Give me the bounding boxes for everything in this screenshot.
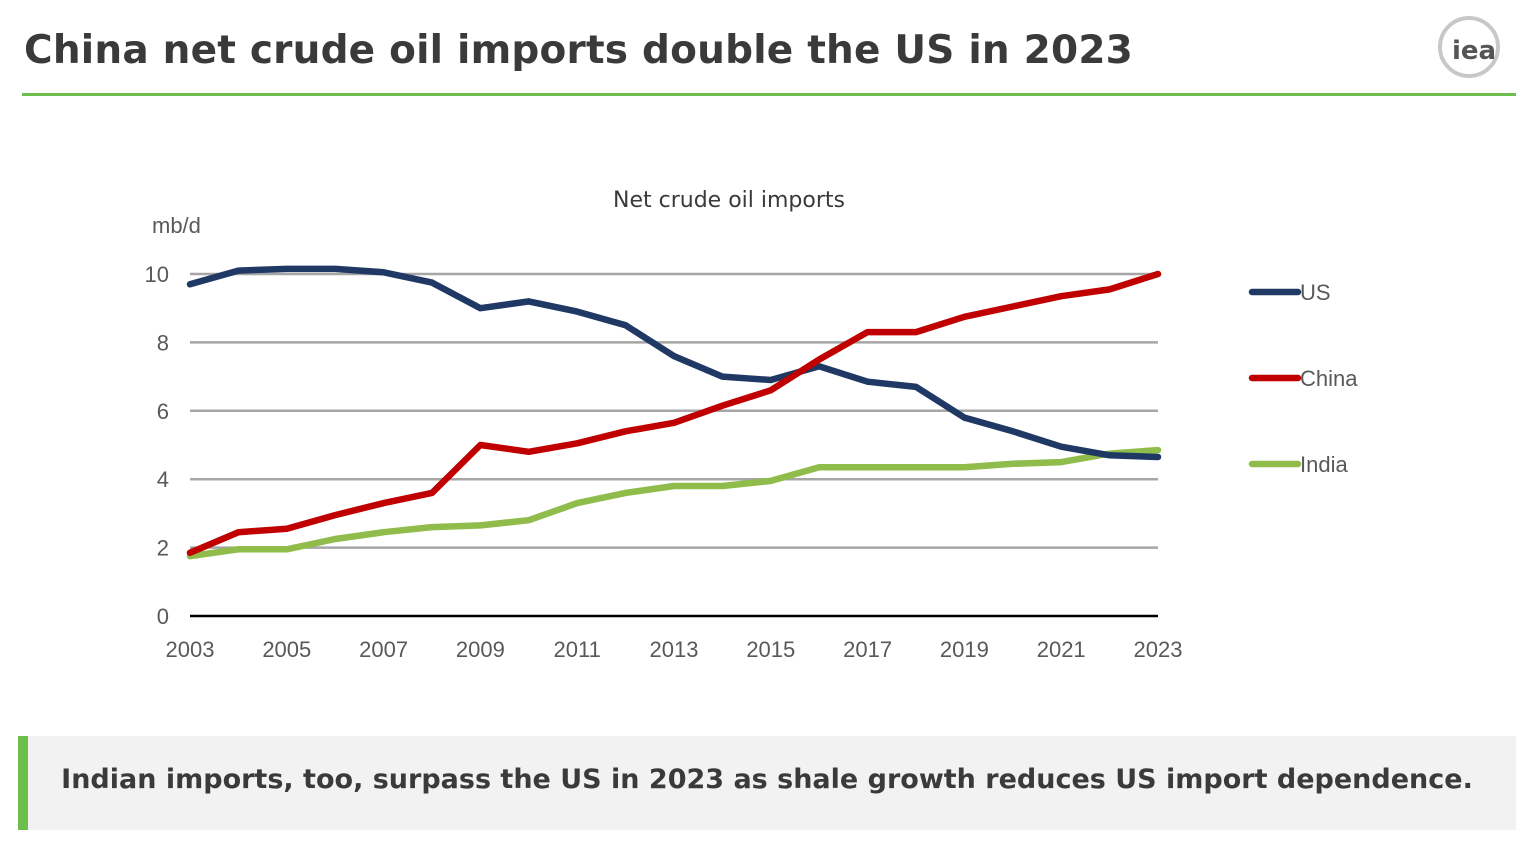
x-tick-label: 2015 (746, 637, 795, 662)
legend-label: US (1300, 280, 1331, 305)
x-tick-label: 2017 (843, 637, 892, 662)
chart-title: Net crude oil imports (613, 188, 845, 213)
x-tick-label: 2003 (166, 637, 215, 662)
y-tick-label: 6 (157, 399, 169, 424)
x-tick-label: 2013 (650, 637, 699, 662)
x-tick-label: 2011 (554, 637, 601, 662)
y-tick-label: 2 (157, 536, 169, 561)
y-tick-label: 4 (157, 467, 169, 492)
x-tick-label: 2007 (359, 637, 408, 662)
x-tick-label: 2009 (456, 637, 505, 662)
legend-label: China (1300, 366, 1358, 391)
x-tick-label: 2005 (262, 637, 311, 662)
legend-label: India (1300, 452, 1348, 477)
key-takeaway-text: Indian imports, too, surpass the US in 2… (61, 764, 1473, 795)
iea-logo-icon: iea (1438, 16, 1500, 78)
x-tick-label: 2021 (1037, 637, 1086, 662)
title-divider (22, 93, 1516, 96)
x-tick-label: 2019 (940, 637, 989, 662)
y-tick-label: 0 (157, 604, 169, 629)
line-chart: Net crude oil imports mb/d 0 2 4 6 8 10 2003 20… (145, 188, 1359, 662)
legend-item-us: US (1248, 280, 1331, 305)
legend-item-china: China (1248, 366, 1358, 391)
legend-item-india: India (1248, 452, 1348, 477)
logo-text: iea (1452, 36, 1496, 66)
callout-accent-bar (18, 736, 28, 830)
y-tick-label: 10 (145, 262, 169, 287)
series-line-us (186, 265, 1162, 461)
series-line-china (186, 270, 1162, 556)
key-takeaway-box: Indian imports, too, surpass the US in 2… (18, 736, 1516, 830)
x-tick-label: 2023 (1134, 637, 1183, 662)
slide-title: China net crude oil imports double the U… (24, 28, 1134, 73)
y-tick-label: 8 (157, 330, 169, 355)
series-line-india (186, 446, 1162, 560)
y-axis-unit-label: mb/d (152, 213, 201, 238)
